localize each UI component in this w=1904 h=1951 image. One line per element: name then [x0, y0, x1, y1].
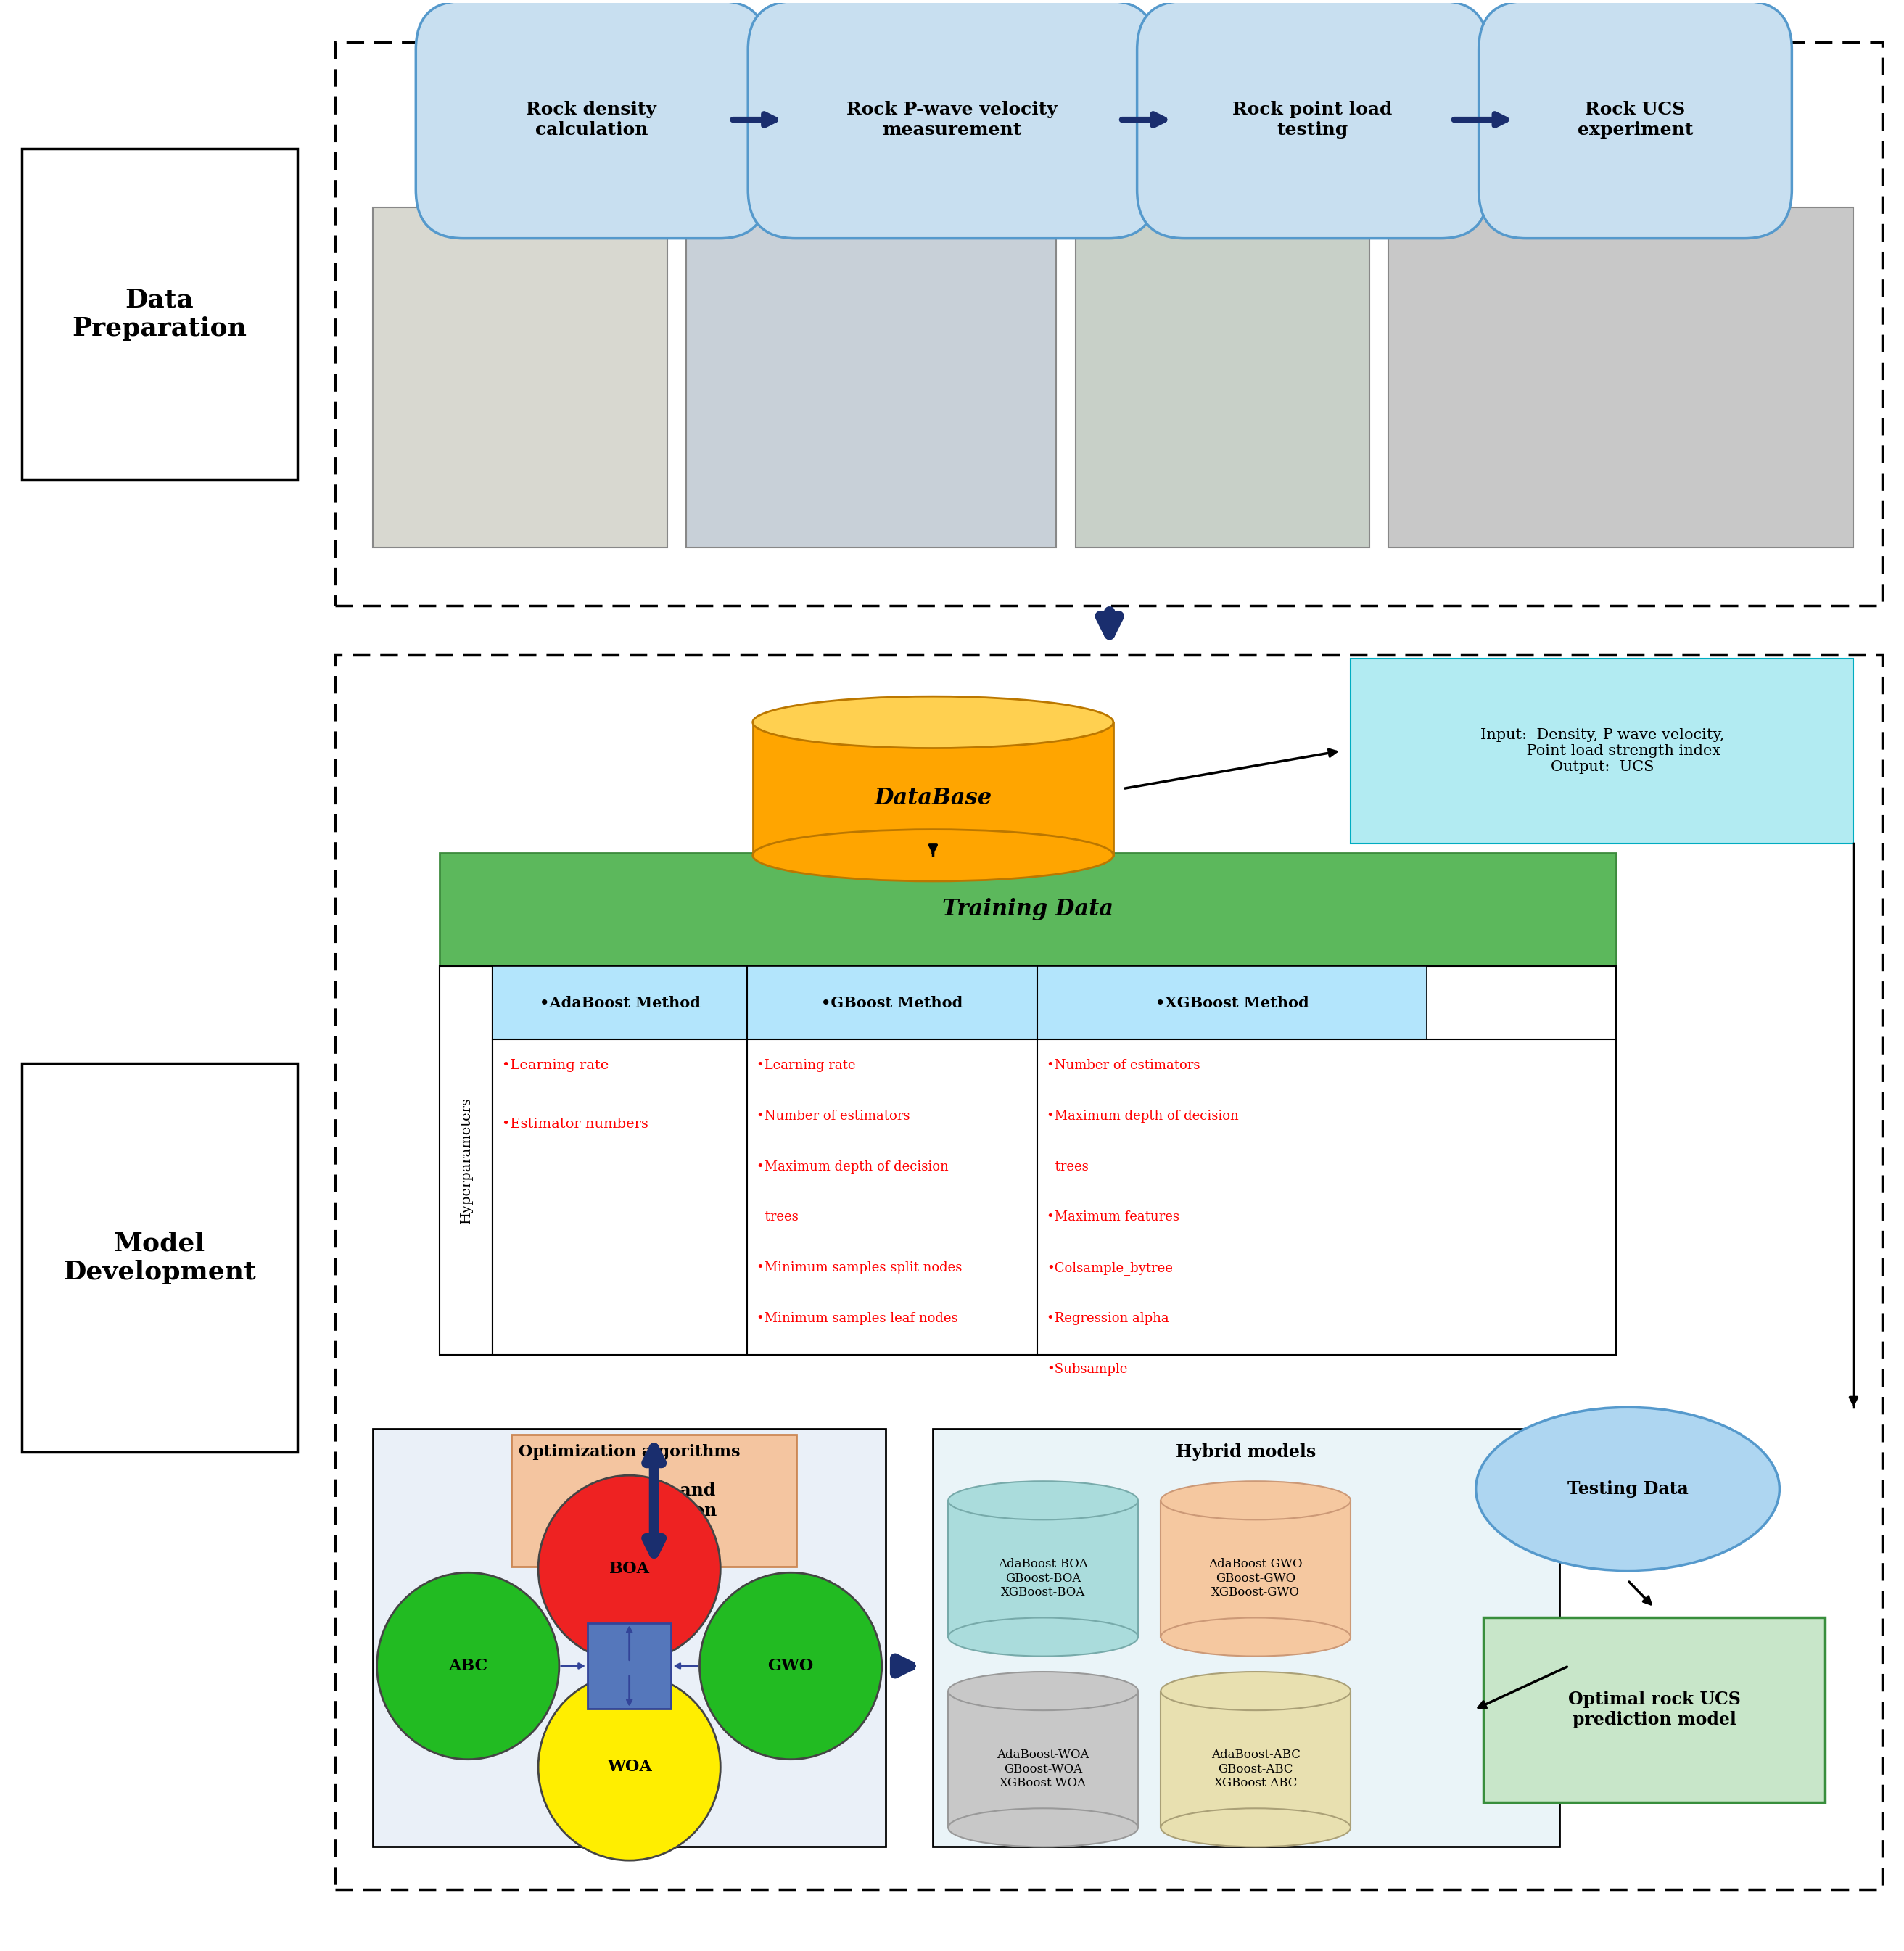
Ellipse shape [377, 1573, 560, 1760]
Bar [335, 41, 1881, 607]
Text: Input:  Density, P-wave velocity,
         Point load strength index
Output:  UC: Input: Density, P-wave velocity, Point l… [1479, 728, 1723, 775]
Bar [588, 1623, 670, 1709]
Text: AdaBoost-WOA
GBoost-WOA
XGBoost-WOA: AdaBoost-WOA GBoost-WOA XGBoost-WOA [998, 1748, 1089, 1789]
Text: Testing Data: Testing Data [1567, 1481, 1689, 1498]
Text: GWO: GWO [767, 1658, 813, 1674]
Ellipse shape [948, 1809, 1139, 1848]
Text: •Maximum features: •Maximum features [1047, 1212, 1180, 1223]
Ellipse shape [699, 1573, 882, 1760]
Text: Training Data: Training Data [942, 897, 1114, 921]
FancyBboxPatch shape [1479, 2, 1792, 238]
Text: •Subsample: •Subsample [1047, 1362, 1127, 1375]
Text: Rock density
calculation: Rock density calculation [526, 101, 657, 139]
Text: trees: trees [756, 1212, 798, 1223]
Ellipse shape [1161, 1617, 1350, 1656]
Bar [1076, 207, 1369, 548]
Bar [373, 1428, 885, 1848]
Ellipse shape [1161, 1672, 1350, 1711]
Bar [23, 1063, 297, 1452]
Bar [948, 1500, 1139, 1637]
Bar [1350, 659, 1853, 843]
Bar [440, 966, 493, 1354]
Ellipse shape [752, 697, 1114, 747]
Bar [1161, 1692, 1350, 1828]
Text: •Maximum depth of decision: •Maximum depth of decision [1047, 1110, 1240, 1122]
Text: ABC: ABC [447, 1658, 487, 1674]
Bar [440, 853, 1616, 966]
Text: Training and
Optimization: Training and Optimization [592, 1483, 716, 1520]
Text: •Colsample_bytree: •Colsample_bytree [1047, 1262, 1173, 1276]
Bar [933, 1428, 1559, 1848]
Text: Hyperparameters: Hyperparameters [459, 1096, 472, 1223]
Bar [1161, 1500, 1350, 1637]
Ellipse shape [752, 829, 1114, 882]
Ellipse shape [948, 1481, 1139, 1520]
Bar [23, 148, 297, 480]
FancyBboxPatch shape [1137, 2, 1489, 238]
Bar [685, 207, 1057, 548]
Text: Rock P-wave velocity
measurement: Rock P-wave velocity measurement [847, 101, 1057, 139]
Bar [752, 722, 1114, 855]
Text: Hybrid models: Hybrid models [1177, 1444, 1316, 1461]
Text: Rock UCS
experiment: Rock UCS experiment [1577, 101, 1693, 139]
Ellipse shape [948, 1617, 1139, 1656]
Bar [1038, 966, 1426, 1040]
Ellipse shape [539, 1674, 720, 1861]
Ellipse shape [1476, 1407, 1780, 1571]
Text: •GBoost Method: •GBoost Method [821, 995, 963, 1011]
Text: •Number of estimators: •Number of estimators [756, 1110, 910, 1122]
Text: •Regression alpha: •Regression alpha [1047, 1311, 1169, 1325]
Text: •Minimum samples split nodes: •Minimum samples split nodes [756, 1262, 962, 1274]
Bar [746, 966, 1038, 1040]
FancyBboxPatch shape [748, 2, 1156, 238]
Bar [512, 1434, 796, 1567]
Text: Rock point load
testing: Rock point load testing [1232, 101, 1392, 139]
Ellipse shape [1161, 1481, 1350, 1520]
Ellipse shape [1161, 1809, 1350, 1848]
Text: Optimal rock UCS
prediction model: Optimal rock UCS prediction model [1569, 1692, 1740, 1729]
Text: AdaBoost-ABC
GBoost-ABC
XGBoost-ABC: AdaBoost-ABC GBoost-ABC XGBoost-ABC [1211, 1748, 1300, 1789]
FancyBboxPatch shape [415, 2, 767, 238]
Bar [493, 966, 746, 1040]
Text: Data
Preparation: Data Preparation [72, 287, 248, 341]
Text: •XGBoost Method: •XGBoost Method [1156, 995, 1308, 1011]
Bar [1483, 1617, 1826, 1803]
Text: •Maximum depth of decision: •Maximum depth of decision [756, 1161, 948, 1173]
Text: BOA: BOA [609, 1561, 649, 1576]
Text: DataBase: DataBase [874, 788, 992, 810]
Text: Model
Development: Model Development [63, 1231, 255, 1284]
Bar [1388, 207, 1853, 548]
Text: AdaBoost-GWO
GBoost-GWO
XGBoost-GWO: AdaBoost-GWO GBoost-GWO XGBoost-GWO [1209, 1559, 1302, 1598]
Text: •Estimator numbers: •Estimator numbers [503, 1118, 649, 1130]
Text: AdaBoost-BOA
GBoost-BOA
XGBoost-BOA: AdaBoost-BOA GBoost-BOA XGBoost-BOA [998, 1559, 1087, 1598]
Text: •Learning rate: •Learning rate [503, 1059, 609, 1073]
Bar [948, 1692, 1139, 1828]
Ellipse shape [948, 1672, 1139, 1711]
Bar [373, 207, 666, 548]
Ellipse shape [539, 1475, 720, 1662]
Text: •Number of estimators: •Number of estimators [1047, 1059, 1200, 1073]
Text: WOA: WOA [607, 1760, 651, 1775]
Text: Optimization algorithms: Optimization algorithms [518, 1444, 741, 1459]
Text: •Learning rate: •Learning rate [756, 1059, 855, 1073]
Bar [335, 656, 1881, 1891]
Text: •AdaBoost Method: •AdaBoost Method [539, 995, 701, 1011]
Text: •Minimum samples leaf nodes: •Minimum samples leaf nodes [756, 1311, 958, 1325]
Text: trees: trees [1047, 1161, 1089, 1173]
Bar [493, 966, 1616, 1354]
